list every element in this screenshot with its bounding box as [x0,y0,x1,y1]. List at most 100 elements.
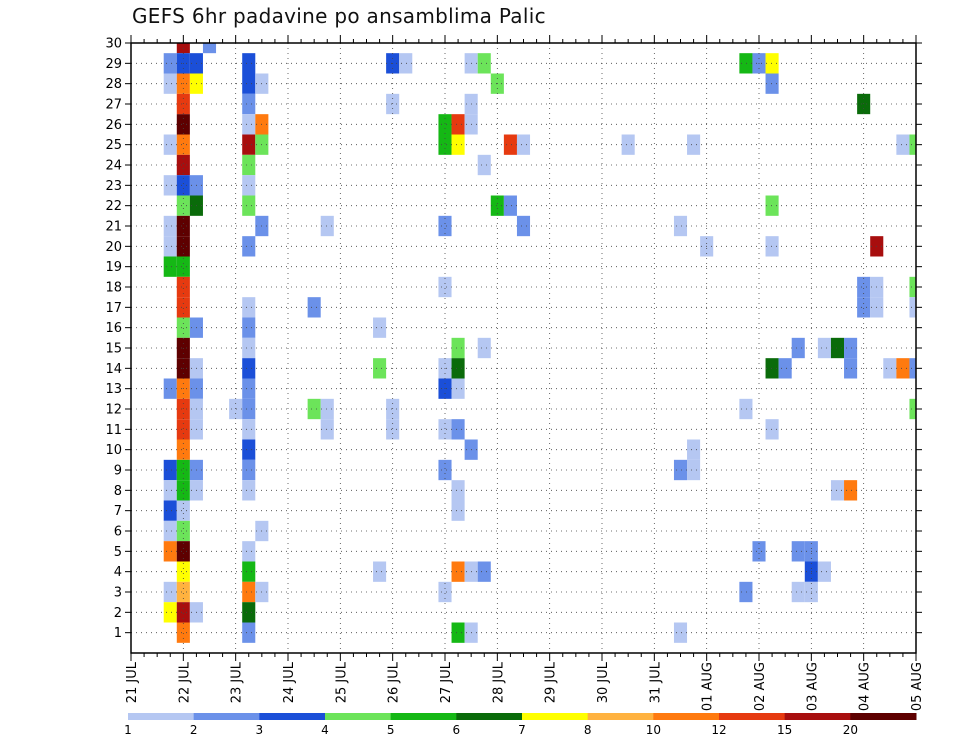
heatmap-cell [242,297,256,318]
heatmap-cell [176,134,190,155]
heatmap-cell [163,520,177,542]
heatmap-cell [176,256,190,277]
x-tick-label: 31 JUL [648,661,663,703]
y-tick-label: 11 [105,423,122,438]
heatmap-cell [242,622,256,643]
legend-label: 8 [584,723,592,737]
heatmap-cell [320,215,334,237]
heatmap-cell [373,358,387,379]
heatmap-cell [477,561,491,582]
heatmap-cell [765,358,779,379]
heatmap-cell [176,276,190,298]
heatmap-cell [176,480,190,501]
legend-label: 12 [711,723,726,737]
heatmap-cell [176,114,190,135]
heatmap-cell [844,358,858,379]
x-tick-label: 27 JUL [439,661,454,703]
y-tick-label: 23 [105,179,122,194]
heatmap-cell [176,602,190,623]
heatmap-cell [242,419,256,440]
heatmap-cell [176,459,190,481]
heatmap-cell [791,541,805,562]
heatmap-cell [687,134,701,155]
heatmap-cell [163,53,177,74]
legend-swatch [259,713,326,720]
y-tick-label: 20 [105,240,122,255]
heatmap-cell [451,561,465,582]
heatmap-cell [896,134,910,155]
x-tick-label: 26 JUL [387,661,402,703]
heatmap-cell [909,134,916,155]
heatmap-cell [176,419,190,440]
heatmap-cell [163,541,177,562]
y-axis: 1234567891011121314151617181920212223242… [105,37,922,641]
heatmap-cell [373,561,387,582]
heatmap-cell [438,419,452,440]
heatmap-cell [896,358,910,379]
heatmap-cell [163,256,177,277]
heatmap-cell [242,337,256,359]
heatmap-cell [163,236,177,257]
color-legend: 1 2 3 4 5 6 7 8 10 12 15 20 [124,713,917,737]
heatmap-cell [176,561,190,582]
heatmap-cell [163,175,177,196]
heatmap-cell [242,541,256,562]
heatmap-cell [817,337,831,359]
chart-title: GEFS 6hr padavine po ansamblima Palic [132,4,546,28]
heatmap-cell [451,358,465,379]
legend-label: 20 [843,723,858,737]
heatmap-cell [438,276,452,298]
heatmap-cell [438,581,452,603]
x-tick-label: 23 JUL [230,661,245,703]
y-tick-label: 16 [105,321,122,336]
x-tick-label: 22 JUL [177,661,192,703]
heatmap-cell [176,195,190,216]
heatmap-cell [163,602,177,623]
heatmap-cell [477,154,491,176]
x-tick-label: 03 AUG [805,662,820,711]
heatmap-cell [451,337,465,359]
heatmap-cell [451,378,465,399]
heatmap-cell [163,215,177,237]
heatmap-cell [687,459,701,481]
x-tick-label: 01 AUG [701,662,716,711]
heatmap-cell [320,398,334,420]
heatmap-cell [242,602,256,623]
heatmap-cell [242,114,256,135]
y-tick-label: 25 [105,138,122,153]
heatmap-cell [163,73,177,94]
heatmap-cell [765,236,779,257]
heatmap-cell [176,622,190,643]
heatmap-cell [765,73,779,94]
legend-label: 7 [518,723,526,737]
legend-label: 4 [321,723,329,737]
heatmap-cell [176,541,190,562]
heatmap-cell [438,459,452,481]
heatmap-cell [373,317,387,338]
legend-label: 5 [387,723,395,737]
legend-swatch [784,713,851,720]
plot-frame [130,42,917,654]
heatmap-cell [451,500,465,521]
heatmap-cell [163,134,177,155]
y-tick-label: 1 [114,626,122,641]
heatmap-cell [791,581,805,603]
y-tick-label: 24 [105,159,122,174]
x-tick-label: 02 AUG [753,662,768,711]
heatmap-cell [242,73,256,94]
legend-swatch [325,713,392,720]
heatmap-cell [830,480,845,501]
heatmap-cell [176,439,190,460]
heatmap-cell [516,215,531,237]
heatmap-cell [621,134,635,155]
heatmap-cell [242,561,256,582]
heatmap-cell [163,459,177,481]
heatmap-cell [909,398,916,420]
heatmap-cell [909,358,916,379]
heatmap-cell [242,439,256,460]
heatmap-cell [176,520,190,542]
heatmap-cell [176,154,190,176]
heatmap-cell [765,419,779,440]
y-tick-label: 15 [105,342,122,357]
heatmap-cell [477,337,491,359]
